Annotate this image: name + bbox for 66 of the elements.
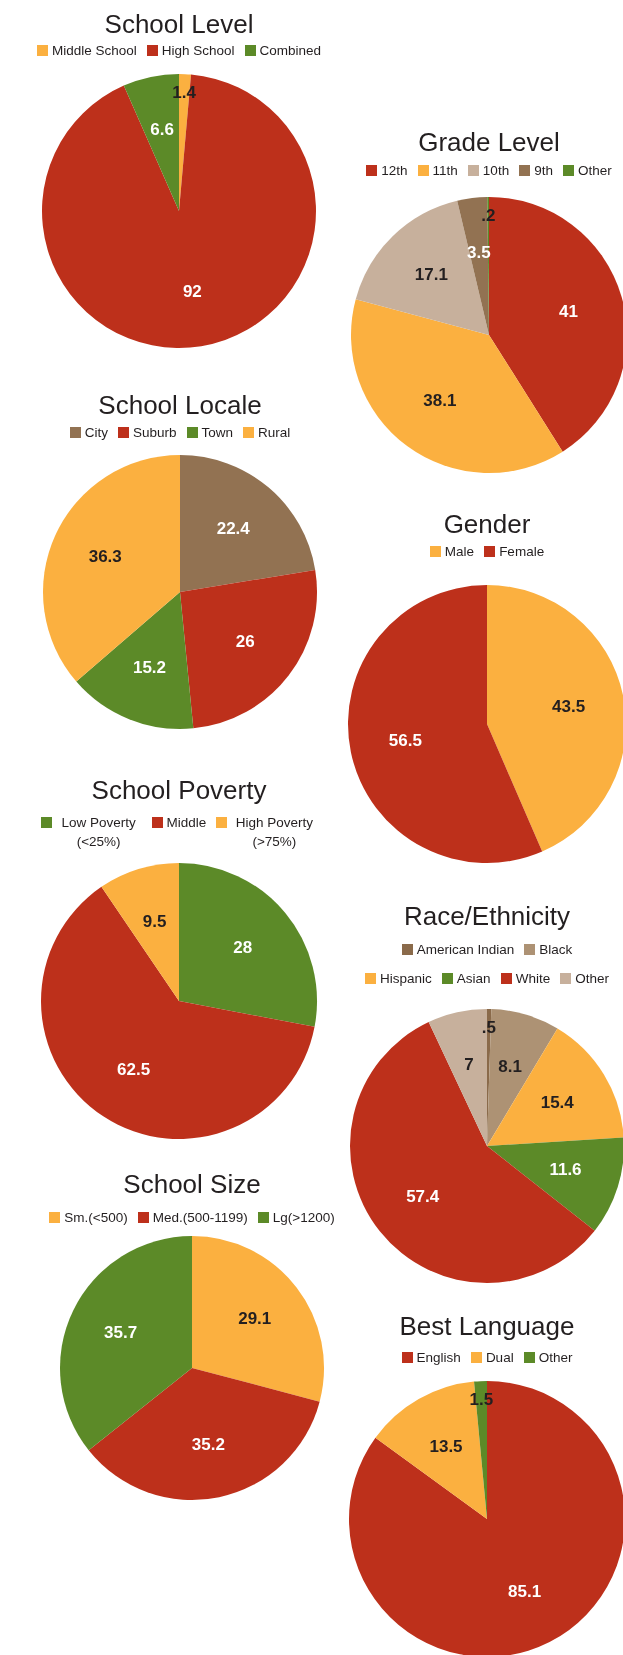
- legend-label: English: [416, 1349, 461, 1367]
- legend-label: White: [515, 970, 551, 988]
- data-label: .5: [481, 1017, 496, 1037]
- legend-label: 10th: [482, 162, 510, 180]
- chart-title: Race/Ethnicity: [402, 900, 572, 932]
- data-label: 9.5: [142, 911, 167, 931]
- legend-label: Black: [539, 941, 573, 959]
- legend-label: Dual: [485, 1349, 514, 1367]
- data-label: 3.5: [467, 242, 491, 262]
- legend-label: High Poverty (>75%): [234, 814, 315, 851]
- data-label: 22.4: [216, 519, 251, 539]
- data-label: 17.1: [414, 265, 448, 285]
- data-label: 26: [235, 631, 255, 651]
- legend-label: Male: [444, 543, 475, 561]
- data-label: 62.5: [116, 1059, 151, 1079]
- data-label: 6.6: [150, 120, 174, 140]
- legend-label: Asian: [456, 970, 491, 988]
- legend-label: High School: [161, 42, 235, 60]
- data-label: 8.1: [498, 1056, 522, 1076]
- data-label: 15.2: [132, 658, 167, 678]
- data-label: 85.1: [508, 1582, 542, 1602]
- data-label: 43.5: [552, 696, 586, 716]
- chart-title: School Locale: [97, 389, 263, 421]
- legend-label: Middle School: [51, 42, 137, 60]
- data-label: 35.7: [104, 1323, 138, 1343]
- data-label: 36.3: [88, 547, 122, 567]
- data-label: 11.6: [549, 1160, 582, 1180]
- data-label: 15.4: [540, 1092, 575, 1112]
- legend-label: Combined: [259, 42, 322, 60]
- legend-label: Other: [577, 162, 612, 180]
- data-label: 28: [233, 937, 253, 957]
- legend-label: Suburb: [132, 424, 177, 442]
- legend-label: 11th: [432, 162, 458, 180]
- chart-title: School Size: [122, 1168, 262, 1200]
- chart-title: Best Language: [398, 1310, 576, 1342]
- legend-label: Rural: [258, 424, 291, 442]
- legend-label: 12th: [381, 162, 408, 180]
- data-label: 41: [559, 301, 578, 321]
- data-label: 7: [464, 1055, 474, 1075]
- legend-label: Med.(500-1199): [152, 1209, 248, 1227]
- data-label: 1.4: [172, 82, 197, 102]
- chart-title: Gender: [442, 508, 532, 540]
- chart-title: Grade Level: [417, 126, 561, 158]
- data-label: 35.2: [191, 1435, 225, 1455]
- data-label: 57.4: [406, 1186, 440, 1206]
- data-label: 13.5: [429, 1436, 463, 1456]
- chart-title: School Poverty: [90, 774, 268, 806]
- data-label: 56.5: [388, 730, 422, 750]
- legend-label: Lg(>1200): [272, 1209, 335, 1227]
- data-label: 29.1: [238, 1309, 272, 1329]
- legend-label: Other: [575, 970, 609, 988]
- legend-label: Other: [538, 1349, 573, 1367]
- legend-label: Low Poverty (<25%): [60, 814, 137, 851]
- legend-label: Middle: [166, 814, 207, 832]
- legend-label: Female: [499, 543, 545, 561]
- chart-title: School Level: [103, 8, 255, 40]
- legend-label: Sm.(<500): [64, 1209, 128, 1227]
- data-label: 92: [182, 281, 202, 301]
- data-label: 1.5: [469, 1390, 494, 1410]
- legend-label: Town: [201, 424, 234, 442]
- legend-label: 9th: [534, 162, 553, 180]
- legend-label: American Indian: [416, 941, 515, 959]
- legend-label: City: [84, 424, 108, 442]
- data-label: 38.1: [423, 391, 457, 411]
- data-label: .2: [481, 206, 496, 226]
- legend-label: Hispanic: [380, 970, 432, 988]
